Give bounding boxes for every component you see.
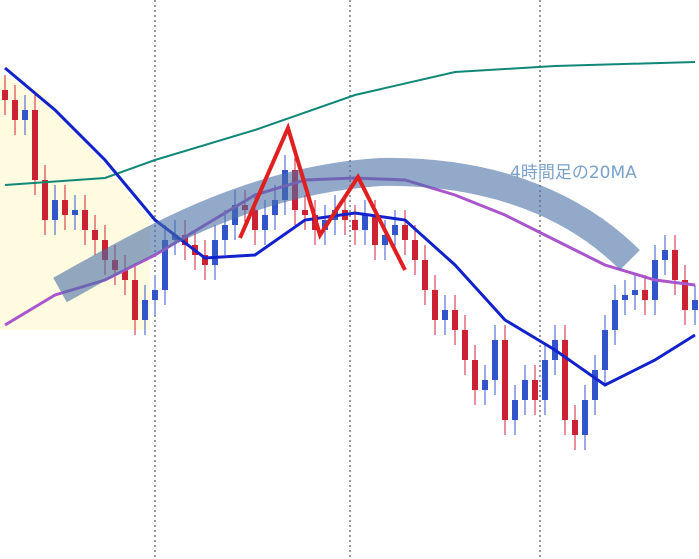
candle-body bbox=[182, 235, 188, 245]
candle-body bbox=[52, 200, 58, 220]
candle-body bbox=[562, 340, 568, 420]
candle-body bbox=[662, 250, 668, 260]
candle-body bbox=[252, 210, 258, 230]
candle-body bbox=[122, 270, 128, 280]
candle-body bbox=[632, 290, 638, 295]
candle-body bbox=[132, 280, 138, 320]
candle-body bbox=[382, 235, 388, 245]
candle-body bbox=[502, 340, 508, 420]
candle-body bbox=[522, 380, 528, 400]
candle-body bbox=[272, 200, 278, 215]
candle-body bbox=[412, 240, 418, 260]
moving-average bbox=[4, 61, 696, 186]
candle-body bbox=[72, 210, 78, 215]
candle-body bbox=[82, 210, 88, 230]
candle-body bbox=[162, 240, 168, 290]
candle-body bbox=[152, 290, 158, 300]
candle-body bbox=[672, 250, 678, 280]
candle-body bbox=[682, 280, 688, 310]
candle-body bbox=[212, 240, 218, 265]
candle-body bbox=[602, 330, 608, 370]
candle-body bbox=[452, 310, 458, 330]
double-top bbox=[238, 122, 407, 271]
candle-body bbox=[202, 255, 208, 265]
annotation: 4時間足の20MA bbox=[510, 163, 637, 183]
moving-average bbox=[4, 66, 696, 387]
candle-body bbox=[392, 225, 398, 235]
candle-body bbox=[22, 110, 28, 120]
candle-body bbox=[692, 300, 698, 310]
candle-body bbox=[62, 200, 68, 215]
candle-body bbox=[642, 290, 648, 300]
candle-body bbox=[442, 310, 448, 320]
candle-body bbox=[372, 215, 378, 245]
candle-body bbox=[2, 90, 8, 100]
candle-body bbox=[402, 225, 408, 240]
candle-body bbox=[462, 330, 468, 360]
candle-body bbox=[482, 380, 488, 390]
candle-body bbox=[612, 300, 618, 330]
candle-body bbox=[572, 420, 578, 435]
candle-body bbox=[302, 210, 308, 215]
candle-body bbox=[532, 380, 538, 400]
candle-body bbox=[542, 360, 548, 400]
candle-body bbox=[32, 110, 38, 180]
candle-body bbox=[472, 360, 478, 390]
candle-body bbox=[12, 100, 18, 120]
candle-body bbox=[492, 340, 498, 380]
candle-body bbox=[432, 290, 438, 320]
candle-body bbox=[622, 295, 628, 300]
candle-body bbox=[362, 215, 368, 230]
candle-body bbox=[142, 300, 148, 320]
candle-body bbox=[352, 220, 358, 230]
candle-body bbox=[582, 400, 588, 435]
candle-body bbox=[42, 180, 48, 220]
candle-body bbox=[222, 225, 228, 240]
candle-body bbox=[512, 400, 518, 420]
candle-body bbox=[262, 215, 268, 230]
candle-body bbox=[92, 230, 98, 240]
candle-body bbox=[422, 260, 428, 290]
candle-body bbox=[592, 370, 598, 400]
highlight-band bbox=[53, 157, 640, 303]
